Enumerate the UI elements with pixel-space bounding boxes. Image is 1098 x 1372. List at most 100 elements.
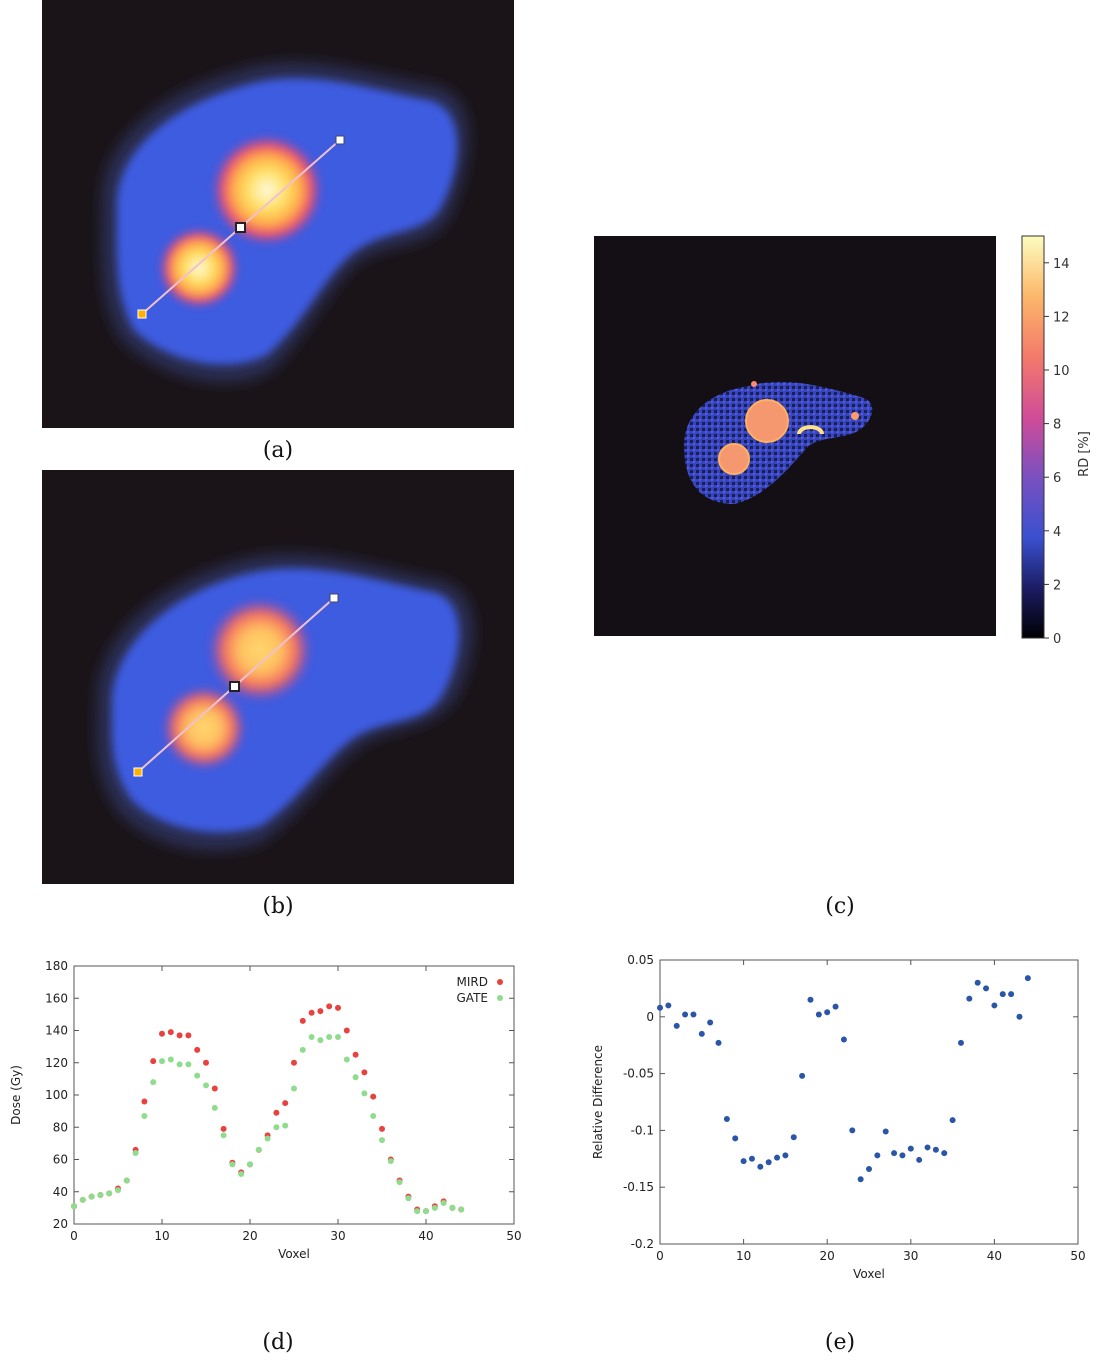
colorbar-tick-label: 12	[1053, 310, 1070, 325]
data-point	[370, 1093, 377, 1100]
data-point	[115, 1187, 121, 1194]
data-point	[1016, 1013, 1023, 1020]
data-point	[396, 1179, 403, 1186]
data-point	[799, 1072, 806, 1079]
data-point	[326, 1033, 333, 1040]
line-end-marker[interactable]	[133, 767, 143, 777]
data-point	[335, 1033, 341, 1040]
data-point	[414, 1208, 421, 1215]
data-point	[150, 1058, 157, 1065]
line-start-marker[interactable]	[335, 135, 345, 145]
data-point	[308, 1009, 315, 1016]
data-point	[282, 1122, 289, 1129]
y-tick-label: 40	[53, 1185, 68, 1199]
y-axis-label: Dose (Gy)	[9, 1065, 23, 1125]
data-point	[815, 1011, 822, 1018]
data-point	[106, 1190, 113, 1197]
data-point	[458, 1206, 465, 1213]
y-tick-label: 20	[53, 1217, 68, 1231]
data-point	[857, 1176, 864, 1183]
data-point	[673, 1022, 680, 1029]
data-point	[282, 1100, 289, 1107]
dose-map-a	[42, 0, 514, 428]
data-point	[757, 1163, 764, 1170]
data-point	[874, 1152, 881, 1159]
legend-label: GATE	[457, 991, 489, 1005]
y-tick-label: 80	[53, 1120, 68, 1134]
line-end-marker[interactable]	[137, 309, 147, 319]
data-point	[167, 1056, 174, 1063]
data-point	[690, 1011, 697, 1018]
data-point	[247, 1161, 253, 1168]
plot-frame	[659, 959, 1079, 1245]
y-tick-label: 160	[45, 991, 68, 1005]
data-point	[291, 1085, 297, 1092]
caption-c: (c)	[825, 894, 855, 919]
y-tick-label: -0.05	[623, 1067, 654, 1081]
x-tick-label: 10	[736, 1249, 751, 1263]
colorbar-tick-label: 14	[1053, 257, 1070, 272]
data-point	[682, 1011, 689, 1018]
data-point	[79, 1196, 86, 1203]
y-tick-label: -0.1	[631, 1123, 654, 1137]
x-tick-label: 0	[656, 1249, 664, 1263]
data-point	[431, 1204, 438, 1211]
data-point	[167, 1029, 174, 1036]
data-point	[326, 1003, 333, 1010]
data-point	[707, 1019, 714, 1026]
data-point	[924, 1144, 931, 1151]
dose-profile-chart: 0 10 20 30 40 50 20 40 60 80 100 120 140 160 180 Voxel D…	[9, 959, 522, 1261]
data-point	[657, 1004, 663, 1011]
data-point	[449, 1204, 456, 1211]
data-point	[299, 1046, 306, 1053]
data-point	[176, 1061, 183, 1068]
data-point	[723, 1116, 730, 1123]
data-point	[824, 1009, 831, 1016]
y-tick-label: 120	[45, 1056, 68, 1070]
data-point	[387, 1158, 394, 1165]
plot-frame	[73, 965, 515, 1225]
data-point	[957, 1039, 964, 1046]
data-point	[123, 1177, 130, 1184]
data-point	[949, 1117, 956, 1124]
x-tick-label: 10	[154, 1229, 169, 1243]
data-point	[1024, 975, 1031, 982]
data-point	[194, 1072, 201, 1079]
data-point	[932, 1146, 939, 1153]
legend-marker	[497, 995, 503, 1001]
y-axis-label: Relative Difference	[591, 1045, 605, 1159]
data-point	[220, 1125, 227, 1132]
data-point	[983, 985, 990, 992]
data-point	[748, 1155, 755, 1162]
data-point	[440, 1200, 447, 1207]
data-point	[132, 1150, 139, 1157]
y-tick-label: -0.2	[631, 1237, 654, 1251]
x-tick-label: 20	[820, 1249, 835, 1263]
line-mid-marker[interactable]	[235, 222, 246, 233]
data-point	[999, 991, 1006, 998]
data-point	[159, 1030, 165, 1037]
data-point	[899, 1152, 906, 1159]
colorbar-tick-label: 4	[1053, 525, 1061, 540]
data-point	[211, 1085, 218, 1092]
y-tick-label: 0	[646, 1010, 654, 1024]
caption-d: (d)	[262, 1330, 294, 1355]
data-point	[238, 1171, 245, 1178]
caption-a: (a)	[262, 438, 294, 463]
legend-label: MIRD	[457, 975, 488, 989]
y-tick-label: 180	[45, 959, 68, 973]
x-tick-label: 40	[418, 1229, 433, 1243]
x-tick-label: 20	[242, 1229, 257, 1243]
data-point	[203, 1059, 209, 1066]
data-point	[891, 1150, 898, 1157]
data-point	[882, 1128, 889, 1135]
line-start-marker[interactable]	[329, 593, 339, 603]
data-point	[159, 1058, 165, 1065]
line-mid-marker[interactable]	[229, 681, 240, 692]
x-tick-label: 50	[506, 1229, 521, 1243]
data-point	[273, 1124, 280, 1131]
x-tick-label: 50	[1070, 1249, 1085, 1263]
data-point	[966, 995, 973, 1002]
data-point	[317, 1037, 324, 1044]
data-point	[291, 1059, 297, 1066]
